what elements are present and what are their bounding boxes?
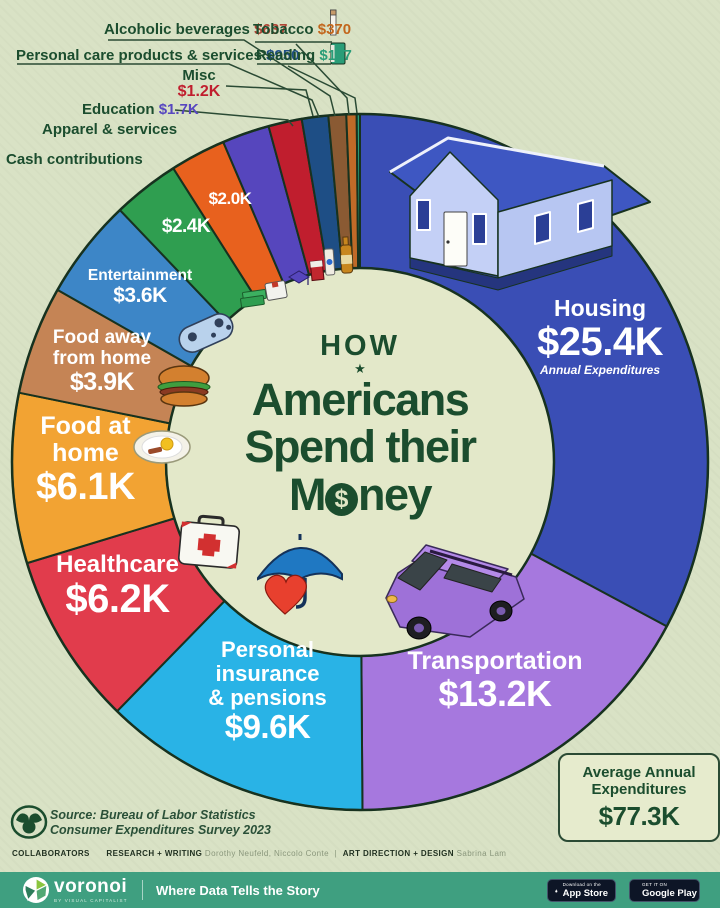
- reading-value: $117: [319, 47, 352, 64]
- toothpaste-icon: [323, 248, 336, 276]
- credits-row: COLLABORATORS RESEARCH + WRITING Dorothy…: [12, 849, 507, 858]
- beer-bottle-icon: [339, 236, 354, 274]
- leader-line-personal-care: [17, 63, 320, 118]
- heart-icon: [264, 574, 307, 615]
- value-apparel: $2.0K: [208, 189, 252, 208]
- source-text: Source: Bureau of Labor Statistics Consu…: [50, 808, 271, 837]
- label-food-at-home: Food at home $6.1K: [36, 412, 135, 508]
- cash-icon: [240, 289, 267, 308]
- voronoi-brand[interactable]: voronoi BY VISUAL CAPITALIST: [54, 876, 128, 903]
- star-icon: ★: [354, 361, 366, 376]
- alcoholic-name: Alcoholic beverages: [104, 21, 250, 38]
- apparel-name: Apparel & services: [42, 121, 178, 138]
- research-names: Dorothy Neufeld, Niccolo Conte: [204, 849, 329, 858]
- dollar-o-icon: $: [324, 482, 358, 516]
- cash-name: Cash contributions: [6, 151, 143, 168]
- house-illustration: [389, 136, 651, 291]
- title-kicker: HOW: [320, 330, 400, 362]
- label-personal-care: Personal care products & services $950: [16, 47, 300, 64]
- tobacco-name: Tobacco: [253, 21, 314, 38]
- label-education: Education $1.7K: [82, 101, 199, 118]
- footer-divider: [142, 880, 143, 900]
- footer-tagline: Where Data Tells the Story: [156, 883, 320, 898]
- page-title: HOW ★ Americans Spend their M $ ney: [205, 332, 515, 519]
- apple-icon: [555, 888, 558, 892]
- label-food-away: Food away from home $3.9K: [52, 327, 152, 397]
- title-line3: M $ ney: [288, 469, 433, 521]
- misc-name: Misc: [182, 67, 216, 84]
- donut-outer-ring: [10, 112, 710, 812]
- visual-capitalist-logo: [10, 805, 48, 839]
- research-label: RESEARCH + WRITING: [106, 849, 203, 858]
- book-icon: [330, 42, 346, 65]
- misc-value: $1.2K: [177, 82, 221, 100]
- car-illustration: [385, 544, 525, 640]
- leader-line-reading: [257, 63, 358, 114]
- plate-icon: [133, 430, 191, 464]
- education-value: $1.7K: [158, 101, 199, 118]
- label-reading: Reading $117: [256, 47, 352, 64]
- umbrella-icon: [257, 534, 343, 609]
- title-line2: Spend their: [244, 421, 477, 473]
- avg-value: $77.3K: [598, 800, 680, 831]
- label-entertainment: Entertainment $3.6K: [87, 267, 193, 307]
- voronoi-logo[interactable]: [22, 876, 50, 904]
- label-apparel: Apparel & services: [42, 121, 177, 138]
- misc-box-icon: [309, 259, 325, 282]
- collaborators-label: COLLABORATORS: [12, 849, 90, 858]
- cigarette-icon: [330, 9, 337, 36]
- first-aid-kit-icon: [177, 514, 241, 569]
- leader-line-education: [174, 109, 294, 127]
- education-name: Education: [82, 101, 155, 118]
- leader-line-tobacco: [255, 41, 350, 116]
- label-cash-contributions: Cash contributions: [6, 151, 143, 168]
- shirt-icon: [264, 280, 288, 301]
- reading-name: Reading: [256, 47, 316, 64]
- app-store-badge[interactable]: Download on the App Store: [547, 879, 616, 902]
- art-direction-names: Sabrina Lam: [456, 849, 507, 858]
- avg-label-line1: Average Annual: [582, 764, 696, 781]
- title-line1: Americans: [251, 373, 470, 425]
- burger-icon: [157, 365, 211, 407]
- personal-care-value: $950: [266, 47, 300, 64]
- art-direction-label: ART DIRECTION + DESIGN: [342, 849, 454, 858]
- value-cash-contributions: $2.4K: [161, 216, 211, 237]
- leader-line-alcoholic: [108, 39, 336, 117]
- label-misc: Misc $1.2K: [166, 68, 232, 101]
- label-tobacco: Tobacco $370: [253, 21, 351, 38]
- graduation-cap-icon: [288, 270, 310, 285]
- label-transportation: Transportation $13.2K: [407, 647, 583, 714]
- footer-bar: voronoi BY VISUAL CAPITALIST Where Data …: [0, 872, 720, 908]
- tobacco-value: $370: [317, 21, 352, 38]
- label-alcoholic-beverages: Alcoholic beverages $637: [104, 21, 287, 38]
- game-controller-icon: [178, 313, 234, 353]
- label-personal-insurance: Personal insurance & pensions $9.6K: [208, 637, 327, 746]
- leader-line-misc: [225, 85, 314, 117]
- average-expenditures-box: Average Annual Expenditures $77.3K: [558, 753, 720, 842]
- label-healthcare: Healthcare $6.2K: [56, 551, 179, 621]
- personal-care-name: Personal care products & services: [16, 47, 262, 64]
- avg-label-line2: Expenditures: [591, 781, 687, 799]
- label-housing: Housing $25.4K Annual Expenditures: [537, 295, 663, 378]
- alcoholic-value: $637: [254, 21, 288, 38]
- google-play-badge[interactable]: GET IT ON Google Play: [629, 879, 700, 902]
